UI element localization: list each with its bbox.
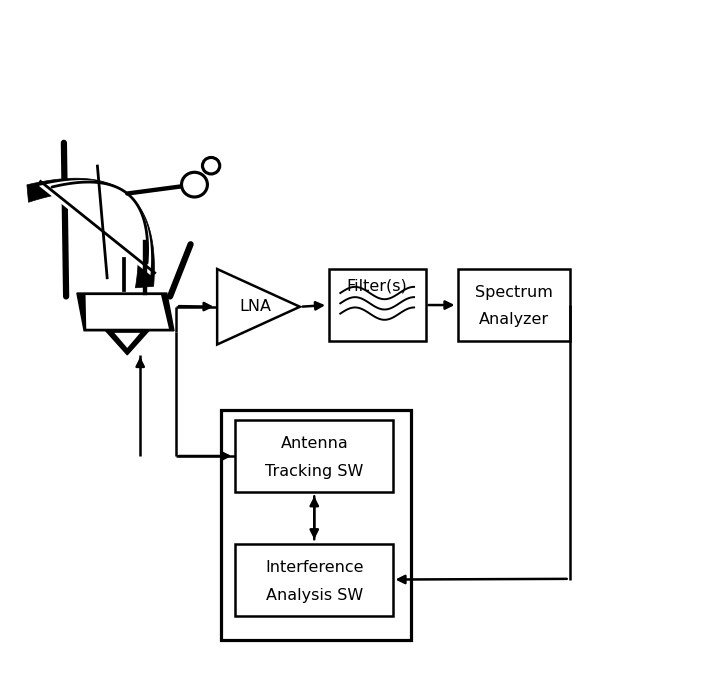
- Polygon shape: [105, 331, 149, 355]
- Polygon shape: [77, 293, 174, 331]
- Text: Spectrum: Spectrum: [475, 285, 553, 300]
- Bar: [235, 420, 393, 492]
- Bar: [235, 544, 393, 615]
- Polygon shape: [27, 178, 155, 288]
- Polygon shape: [217, 269, 300, 344]
- Text: Analyzer: Analyzer: [479, 312, 549, 327]
- Bar: [458, 269, 570, 341]
- Text: Filter(s): Filter(s): [347, 279, 407, 294]
- Text: Tracking SW: Tracking SW: [265, 464, 363, 480]
- Text: Antenna: Antenna: [280, 436, 348, 451]
- Text: LNA: LNA: [239, 299, 271, 314]
- Text: Interference: Interference: [265, 559, 363, 575]
- Polygon shape: [114, 333, 140, 348]
- Polygon shape: [85, 295, 169, 329]
- Bar: [329, 269, 426, 341]
- Bar: [221, 410, 412, 639]
- Circle shape: [181, 172, 207, 197]
- Circle shape: [202, 158, 219, 174]
- Polygon shape: [39, 180, 151, 275]
- Text: Analysis SW: Analysis SW: [266, 588, 363, 603]
